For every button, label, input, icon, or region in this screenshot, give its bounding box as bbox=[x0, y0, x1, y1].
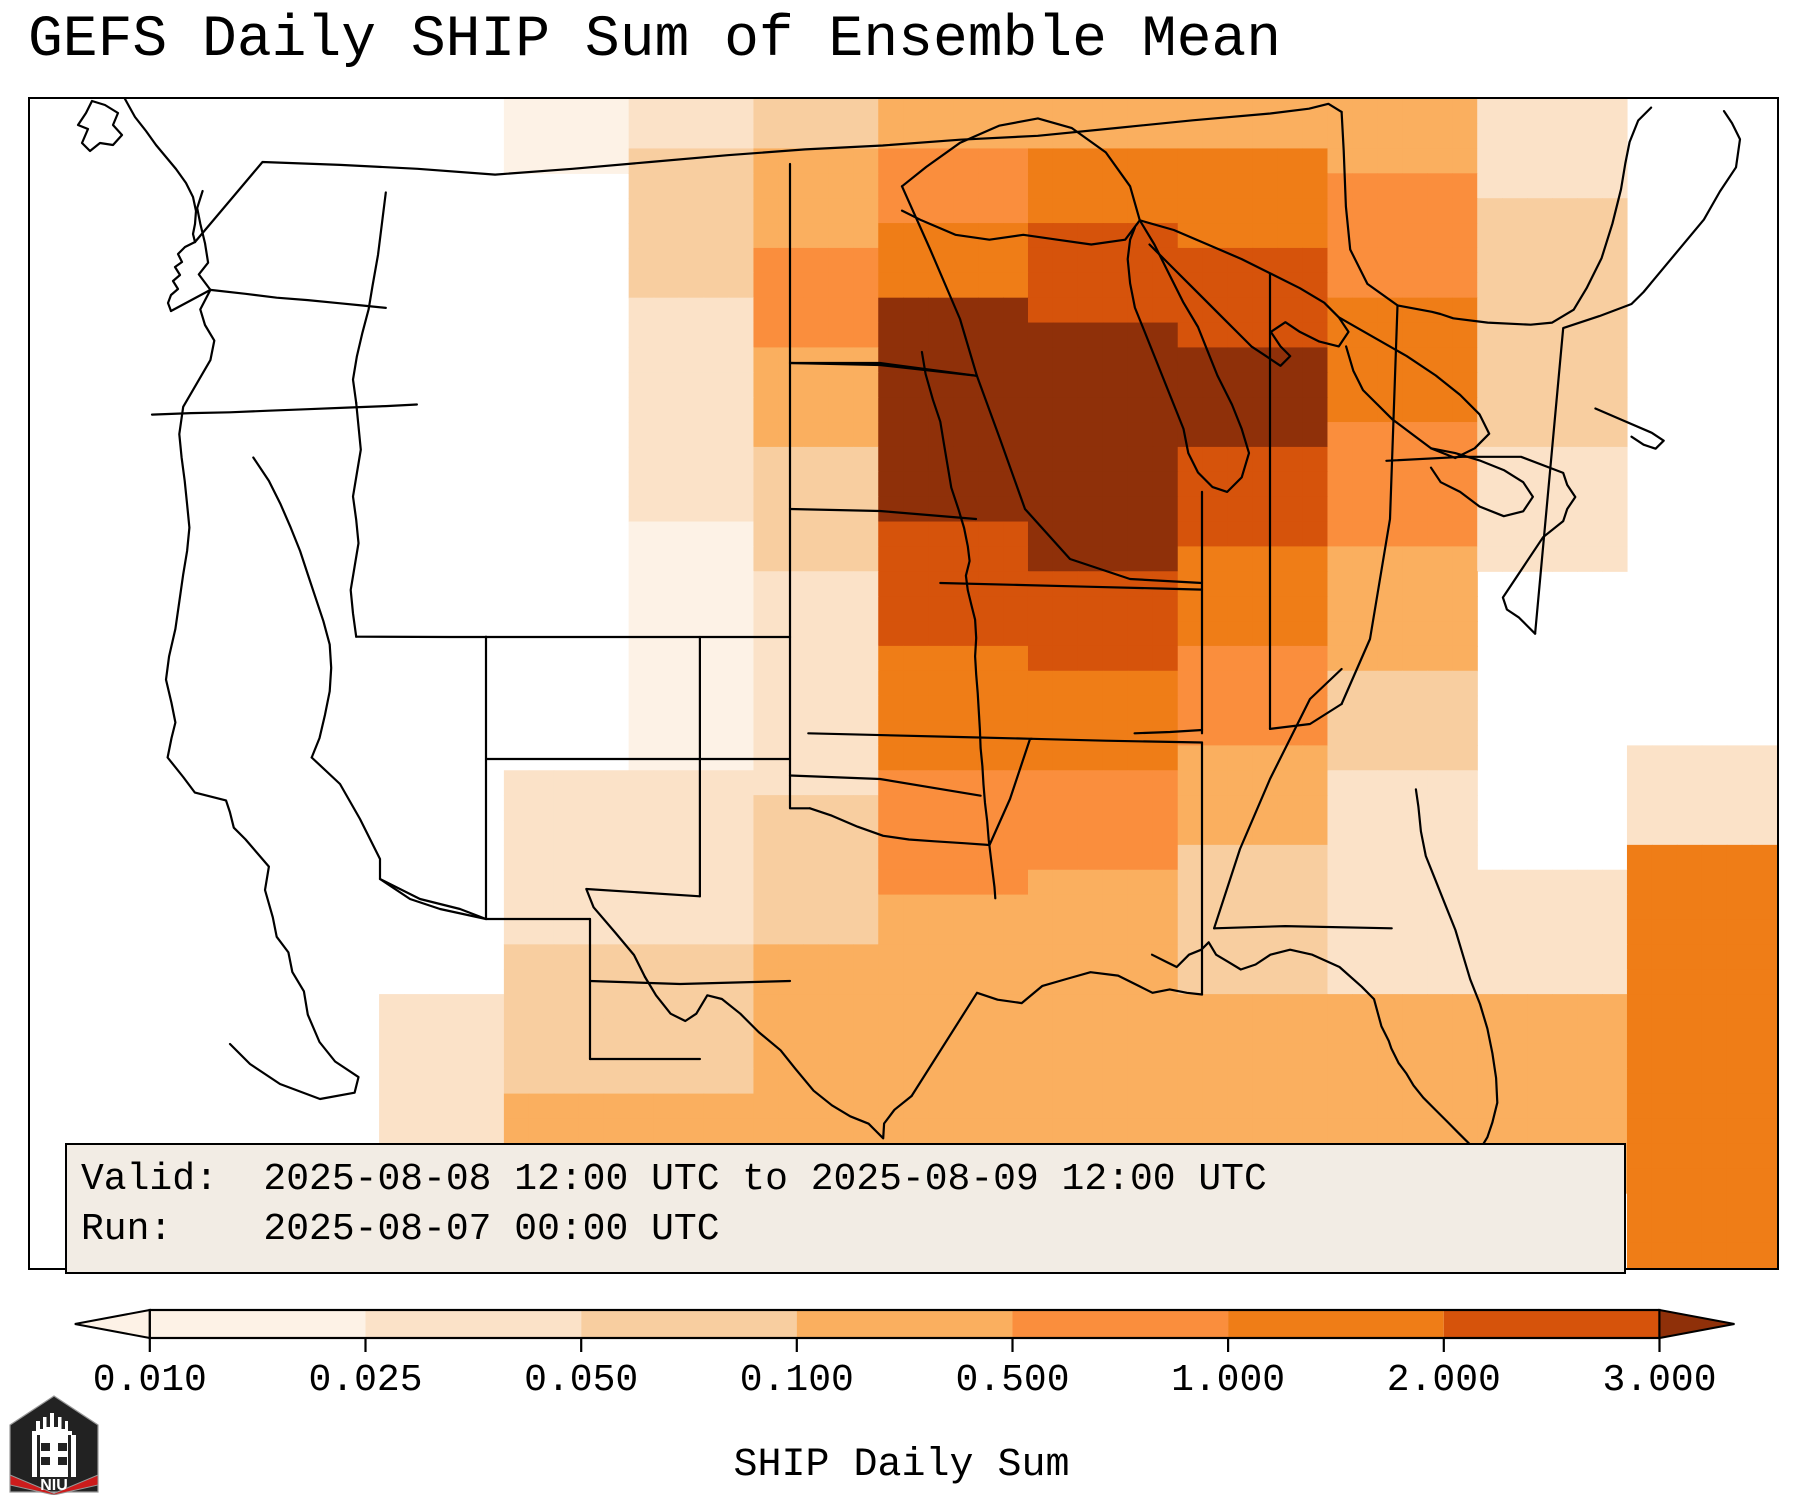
svg-text:2.000: 2.000 bbox=[1387, 1359, 1501, 1402]
svg-text:3.000: 3.000 bbox=[1602, 1359, 1716, 1402]
svg-text:NIU: NIU bbox=[40, 1477, 68, 1494]
svg-text:0.100: 0.100 bbox=[740, 1359, 854, 1402]
svg-text:0.010: 0.010 bbox=[93, 1359, 207, 1402]
svg-text:0.025: 0.025 bbox=[308, 1359, 422, 1402]
svg-text:0.050: 0.050 bbox=[524, 1359, 638, 1402]
svg-text:1.000: 1.000 bbox=[1171, 1359, 1285, 1402]
svg-text:0.500: 0.500 bbox=[955, 1359, 1069, 1402]
